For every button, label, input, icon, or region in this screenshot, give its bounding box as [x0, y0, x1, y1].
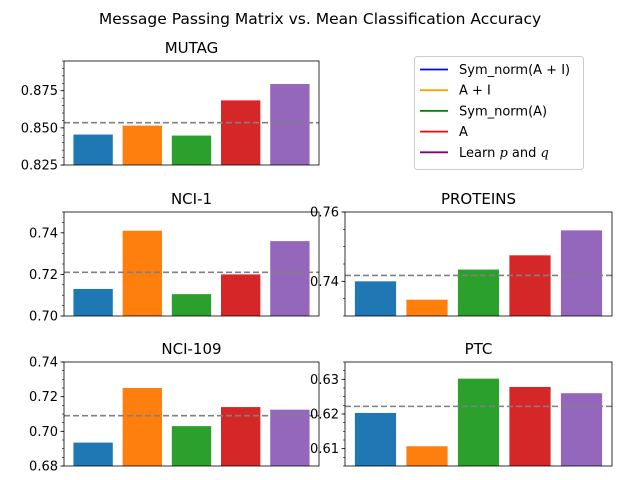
- axes-frame: [63, 60, 320, 166]
- legend-item-a-i: A + I: [420, 84, 491, 99]
- legend-item-a: A: [420, 125, 468, 140]
- bar-a: [509, 255, 551, 316]
- subplot-nci-1: 0.70 0.72 0.74 NCI-1: [29, 190, 320, 325]
- bar-sym-norm-a: [457, 378, 500, 466]
- y-tick-label: 0.74: [310, 275, 339, 290]
- bar-a-i: [122, 230, 162, 316]
- axes-frame: [63, 361, 320, 467]
- subplot-mutag: 0.825 0.850 0.875 MUTAG: [21, 39, 320, 174]
- bar-a: [221, 407, 261, 466]
- y-tick-label: 0.74: [29, 226, 58, 241]
- legend-item-learn-p-and-q: Learn p and q: [420, 146, 549, 161]
- y-tick-label: 0.68: [29, 460, 58, 475]
- bar-sym-norm-a: [457, 269, 500, 316]
- bar-learn-p-and-q: [270, 409, 310, 466]
- axes-frame: [344, 361, 613, 467]
- bar-a-i: [122, 388, 162, 466]
- legend-label: Sym_norm(A): [459, 104, 547, 119]
- axes-frame: [63, 211, 320, 317]
- subplots: 0.8250.8500.875MUTAG0.700.720.74NCI-10.7…: [21, 39, 613, 475]
- bar-a-i: [122, 125, 162, 165]
- legend-item-sym-norm-a-i: Sym_norm(A + I): [420, 63, 570, 78]
- y-tick-label: 0.76: [310, 206, 339, 221]
- figure-title: Message Passing Matrix vs. Mean Classifi…: [99, 10, 541, 28]
- bar-a: [509, 386, 551, 466]
- bar-sym-norm-a: [171, 426, 212, 466]
- bar-sym-norm-a-i: [354, 281, 397, 316]
- y-tick-label: 0.61: [310, 442, 339, 457]
- bar-sym-norm-a-i: [354, 412, 397, 466]
- legend-item-sym-norm-a: Sym_norm(A): [420, 104, 547, 119]
- legend-label: A: [459, 125, 468, 140]
- legend-label: Sym_norm(A + I): [459, 63, 570, 78]
- bar-sym-norm-a: [171, 135, 212, 165]
- y-tick-label: 0.72: [29, 268, 58, 283]
- bar-sym-norm-a: [171, 294, 212, 316]
- subplot-nci-109: 0.68 0.70 0.72 0.74 NCI-109: [29, 340, 320, 475]
- subplot-title: PTC: [465, 340, 493, 358]
- legend-frame: [414, 56, 584, 170]
- legend: Sym_norm(A + I) A + I Sym_norm(A) A Learn p …: [414, 56, 584, 170]
- subplot-title: PROTEINS: [441, 190, 516, 208]
- bar-a-i: [406, 446, 448, 466]
- legend-label: A + I: [459, 84, 491, 99]
- subplot-title: NCI-1: [171, 190, 212, 208]
- bar-sym-norm-a-i: [73, 442, 113, 466]
- bar-learn-p-and-q: [270, 84, 310, 165]
- y-tick-label: 0.63: [310, 373, 339, 388]
- subplot-title: MUTAG: [165, 39, 219, 57]
- bar-a-i: [406, 299, 448, 316]
- bar-learn-p-and-q: [560, 393, 603, 466]
- bar-sym-norm-a-i: [73, 134, 113, 165]
- y-tick-label: 0.70: [29, 310, 58, 325]
- y-tick-label: 0.875: [21, 84, 58, 99]
- y-tick-label: 0.70: [29, 425, 58, 440]
- subplot-proteins: 0.74 0.76 PROTEINS: [310, 190, 613, 317]
- y-tick-label: 0.74: [29, 356, 58, 371]
- bar-learn-p-and-q: [270, 241, 310, 316]
- y-tick-label: 0.850: [21, 121, 58, 136]
- y-tick-label: 0.72: [29, 390, 58, 405]
- bar-sym-norm-a-i: [73, 288, 113, 316]
- bar-a: [221, 274, 261, 316]
- bar-learn-p-and-q: [560, 230, 603, 316]
- legend-label: Learn p and q: [459, 146, 549, 161]
- y-tick-label: 0.825: [21, 159, 58, 174]
- subplot-title: NCI-109: [161, 340, 221, 358]
- subplot-ptc: 0.61 0.62 0.63 PTC: [310, 340, 613, 467]
- bar-a: [221, 100, 261, 165]
- axes-frame: [344, 211, 613, 317]
- y-tick-label: 0.62: [310, 408, 339, 423]
